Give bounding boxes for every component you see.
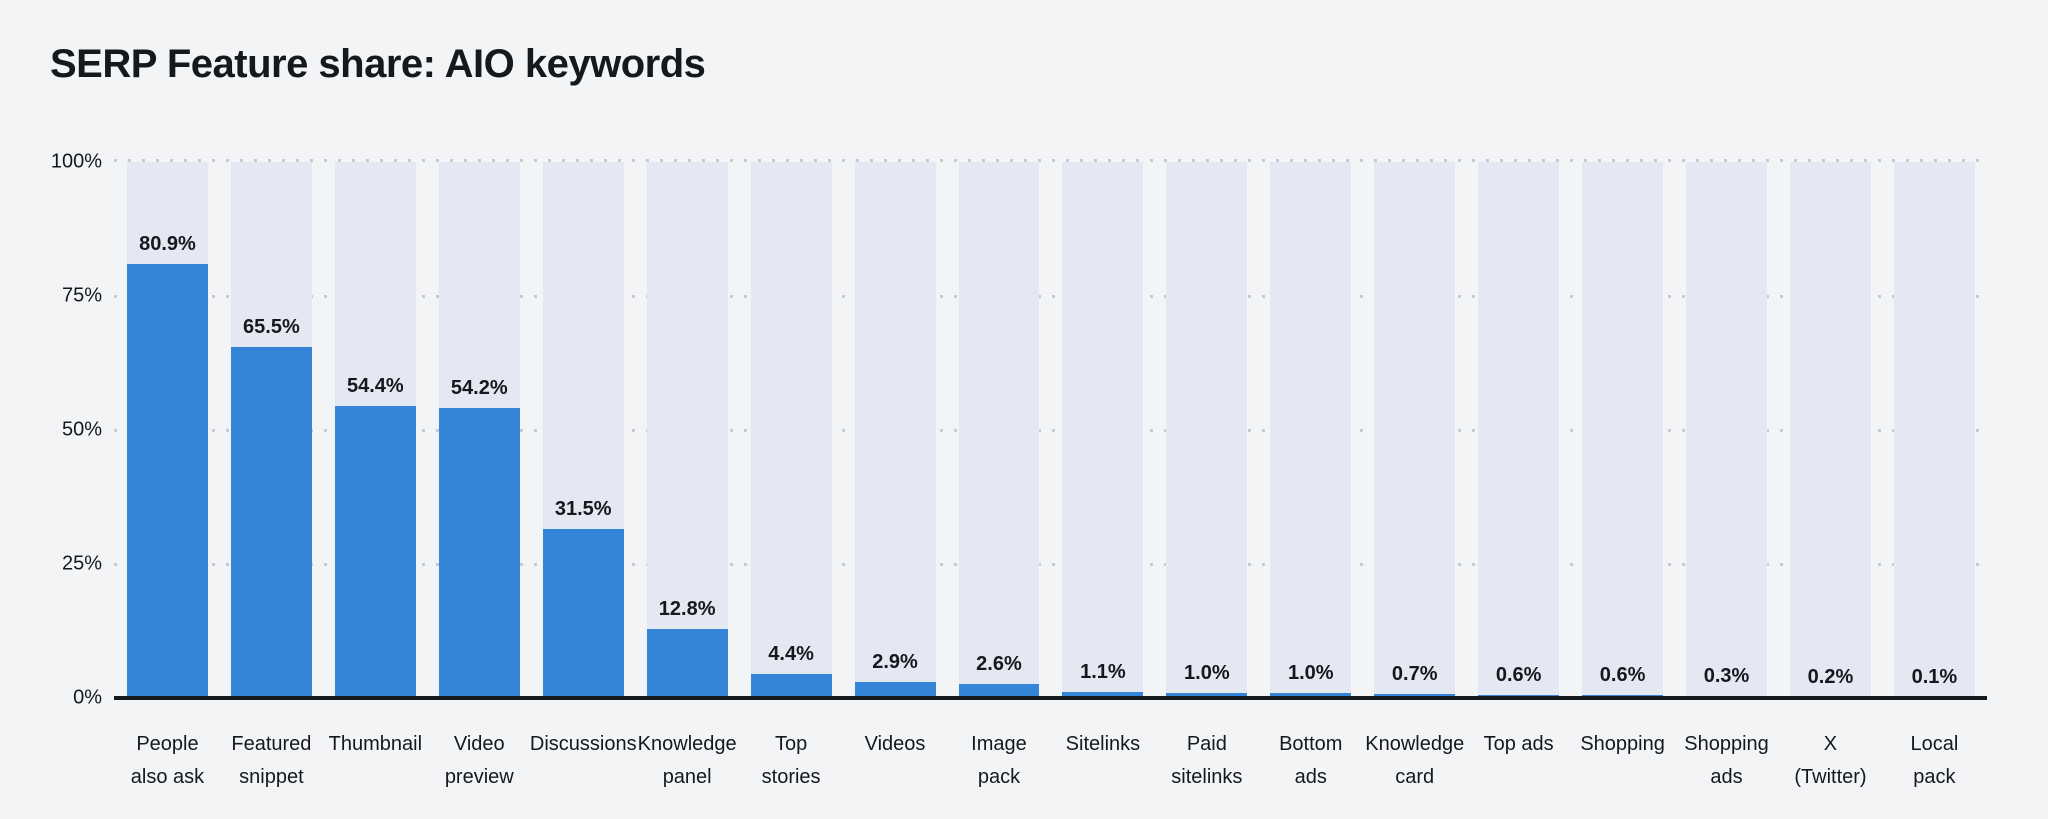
gridline-100 xyxy=(114,159,1987,162)
bar-fill xyxy=(958,684,1040,698)
x-axis-label: People also ask xyxy=(130,733,205,788)
x-axis-label-cell: Featured snippet xyxy=(231,728,312,794)
bar-column: 65.5% xyxy=(230,162,312,698)
x-axis-label-cell: Bottom ads xyxy=(1270,728,1351,794)
bar-value-label: 0.2% xyxy=(1807,665,1854,688)
x-axis-label-cell: Shopping xyxy=(1580,728,1665,794)
x-axis-label-cell: Paid sitelinks xyxy=(1166,728,1247,794)
x-axis-label-cell: Video preview xyxy=(439,728,520,794)
x-axis-label-cell: Discussions xyxy=(530,728,637,794)
bar-fill xyxy=(334,406,416,698)
x-axis-labels: People also ask Featured snippet Thumbnail… xyxy=(114,728,1987,794)
bar-chart: 0% 25% 50% 75% 100% 80.9% 65.5% 54.4% 54.2% 31.5… xyxy=(51,151,1987,794)
bar-column: 0.7% xyxy=(1374,162,1456,698)
x-axis-label: X (Twitter) xyxy=(1794,733,1867,788)
x-axis-label-cell: Knowledge panel xyxy=(638,728,737,794)
x-axis-label: Image pack xyxy=(971,733,1027,788)
x-axis-label: Discussions xyxy=(529,733,637,755)
x-axis-label: Sitelinks xyxy=(1065,733,1141,755)
bars: 80.9% 65.5% 54.4% 54.2% 31.5% 12.8% 4.4% 2.9% 2.… xyxy=(114,162,1987,698)
y-axis-tick-label: 25% xyxy=(61,552,102,575)
x-axis-label: Video preview xyxy=(444,733,514,788)
bar-fill xyxy=(854,682,936,698)
bar-column: 0.2% xyxy=(1790,162,1871,698)
bar-value-label: 80.9% xyxy=(139,233,196,256)
bar-column: 2.9% xyxy=(854,162,936,698)
y-axis-tick-label: 50% xyxy=(61,418,102,441)
x-axis-label: Top ads xyxy=(1483,733,1554,755)
bar-column: 0.1% xyxy=(1893,162,1975,698)
x-axis-label-cell: Shopping ads xyxy=(1684,728,1769,794)
bar-fill xyxy=(438,407,520,698)
bar-value-label: 12.8% xyxy=(658,598,716,621)
bar-column: 0.6% xyxy=(1478,162,1560,698)
y-axis-tick-label: 75% xyxy=(61,284,102,307)
x-axis-label-cell: Thumbnail xyxy=(329,728,422,794)
bar-value-label: 0.7% xyxy=(1391,663,1438,686)
bar-fill xyxy=(1062,692,1144,698)
x-axis-label-cell: Top ads xyxy=(1478,728,1559,794)
x-axis-label: Featured snippet xyxy=(231,733,312,788)
bar-column: 2.6% xyxy=(958,162,1040,698)
bar-column: 80.9% xyxy=(127,162,208,698)
x-axis-label-cell: Sitelinks xyxy=(1062,728,1143,794)
bar-value-label: 1.1% xyxy=(1080,661,1126,684)
x-axis-label-cell: Image pack xyxy=(959,728,1040,794)
bar-value-label: 0.3% xyxy=(1703,665,1750,688)
y-axis-tick-label: 0% xyxy=(73,686,102,709)
gridline-25 xyxy=(114,563,1987,566)
x-axis-label-cell: Videos xyxy=(855,728,936,794)
bar-value-label: 2.9% xyxy=(872,651,918,674)
bar-column: 1.0% xyxy=(1270,162,1352,698)
bar-fill xyxy=(1270,692,1352,698)
bar-column: 0.6% xyxy=(1582,162,1664,698)
bar-column: 54.2% xyxy=(438,162,520,698)
bar-value-label: 0.6% xyxy=(1495,663,1542,686)
bar-column: 0.3% xyxy=(1686,162,1767,698)
x-axis-label: Shopping ads xyxy=(1684,733,1769,788)
bar-value-label: 65.5% xyxy=(243,315,300,338)
plot-area: 0% 25% 50% 75% 100% 80.9% 65.5% 54.4% 54.2% 31.5… xyxy=(51,151,1987,709)
bar-fill xyxy=(127,264,208,698)
gridline-50 xyxy=(114,429,1987,432)
x-axis-label-cell: X (Twitter) xyxy=(1790,728,1871,794)
x-axis-label: Top stories xyxy=(761,733,821,788)
y-axis-tick-label: 100% xyxy=(50,150,102,173)
bar-column: 1.0% xyxy=(1166,162,1248,698)
bar-column: 31.5% xyxy=(542,162,624,698)
x-axis-label: Bottom ads xyxy=(1279,733,1343,788)
bar-value-label: 54.4% xyxy=(346,375,404,398)
x-axis-label-cell: Local pack xyxy=(1894,728,1975,794)
bar-value-label: 2.6% xyxy=(976,653,1022,676)
bar-value-label: 1.0% xyxy=(1287,661,1334,684)
x-axis-label-cell: Knowledge card xyxy=(1365,728,1464,794)
bar-fill xyxy=(1166,692,1248,698)
x-axis-label-cell: Top stories xyxy=(751,728,832,794)
bar-value-label: 4.4% xyxy=(768,643,814,666)
bar-column: 1.1% xyxy=(1062,162,1144,698)
gridline-75 xyxy=(114,295,1987,298)
chart-title: SERP Feature share: AIO keywords xyxy=(50,42,706,86)
x-axis-label: Knowledge panel xyxy=(637,733,737,788)
bar-value-label: 31.5% xyxy=(554,498,612,521)
bar-column: 54.4% xyxy=(334,162,416,698)
bar-fill xyxy=(230,346,312,698)
bar-value-label: 54.2% xyxy=(450,376,508,399)
bar-fill xyxy=(646,629,728,698)
x-axis-label: Thumbnail xyxy=(328,733,423,755)
x-axis-label: Local pack xyxy=(1910,733,1959,788)
bar-fill xyxy=(542,529,624,698)
bar-column: 4.4% xyxy=(750,162,832,698)
x-axis-label: Paid sitelinks xyxy=(1171,733,1243,788)
bar-value-label: 0.1% xyxy=(1911,666,1958,689)
bar-value-label: 0.6% xyxy=(1599,663,1646,686)
x-axis-label: Shopping xyxy=(1580,733,1665,755)
x-axis-label-cell: People also ask xyxy=(127,728,208,794)
x-axis-label: Videos xyxy=(864,733,926,755)
bar-column: 12.8% xyxy=(646,162,728,698)
bar-value-label: 1.0% xyxy=(1184,661,1230,684)
x-axis-label: Knowledge card xyxy=(1365,733,1465,788)
bar-fill xyxy=(750,674,832,698)
x-axis-line xyxy=(114,696,1987,700)
